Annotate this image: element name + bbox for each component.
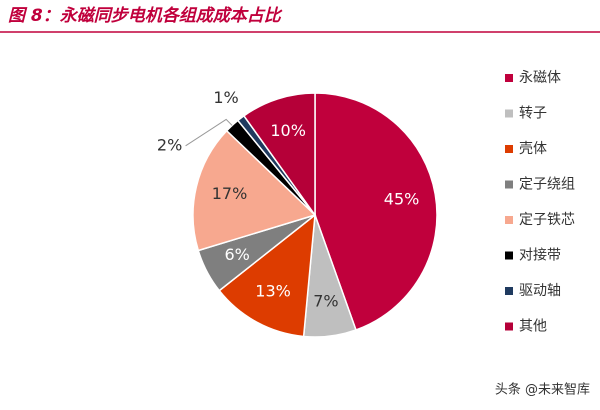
pie-slice bbox=[192, 129, 317, 252]
legend-label: 其他 bbox=[519, 319, 547, 335]
legend-marker bbox=[505, 251, 513, 260]
legend-marker bbox=[505, 287, 513, 295]
legend-marker bbox=[505, 322, 513, 331]
legend-label: 对接带 bbox=[519, 247, 561, 264]
data-label: 6% bbox=[224, 245, 249, 264]
legend-label: 定子绕组 bbox=[519, 177, 575, 193]
legend-label: 壳体 bbox=[519, 140, 547, 157]
data-label: 10% bbox=[270, 121, 306, 140]
legend-label: 转子 bbox=[519, 106, 547, 122]
pie-slice bbox=[242, 92, 316, 218]
data-label: 2% bbox=[157, 135, 182, 154]
data-label: 13% bbox=[255, 282, 291, 301]
data-label: 7% bbox=[313, 292, 338, 311]
legend-label: 定子铁芯 bbox=[519, 212, 575, 228]
legend-marker bbox=[505, 74, 513, 82]
legend-marker bbox=[505, 216, 513, 224]
legend-label: 永磁体 bbox=[519, 70, 561, 86]
data-label: 45% bbox=[384, 190, 420, 209]
pie-slice bbox=[314, 92, 438, 331]
chart-title: 图 8：永磁同步电机各组成成本占比 bbox=[8, 6, 283, 26]
legend-label: 驱动轴 bbox=[519, 283, 561, 299]
data-label: 17% bbox=[212, 184, 248, 203]
legend-marker bbox=[505, 180, 513, 189]
legend-marker bbox=[505, 145, 513, 153]
pie-slice bbox=[218, 213, 316, 338]
legend-marker bbox=[505, 109, 513, 118]
leader-line bbox=[185, 118, 233, 147]
watermark: 头条 @未来智库 bbox=[495, 382, 590, 398]
data-label: 1% bbox=[213, 88, 238, 107]
